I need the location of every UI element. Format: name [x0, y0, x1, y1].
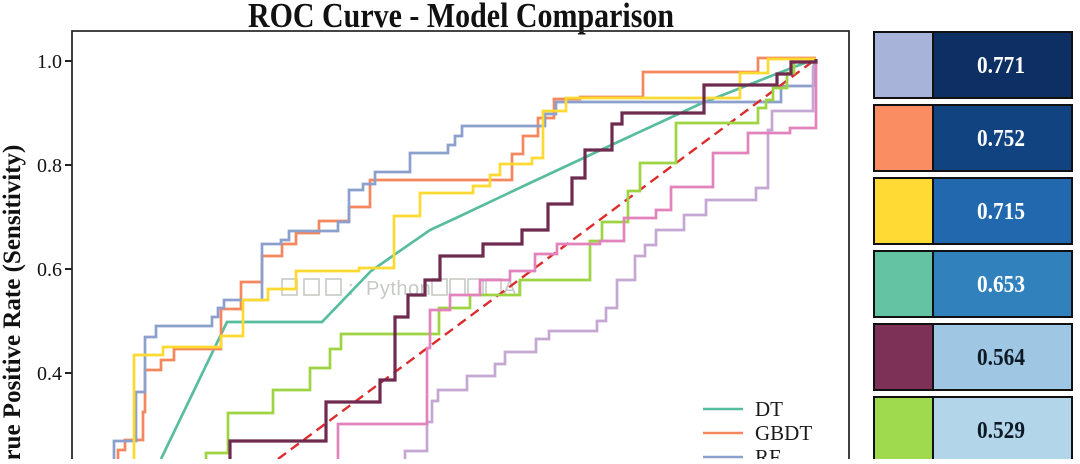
svg-text:1.0: 1.0: [37, 51, 62, 73]
svg-text:ROC Curve - Model Comparison: ROC Curve - Model Comparison: [248, 0, 674, 35]
svg-text:0.8: 0.8: [37, 155, 62, 177]
svg-text::: :: [348, 278, 354, 300]
svg-text:0.771: 0.771: [977, 53, 1025, 79]
svg-text:0.529: 0.529: [977, 418, 1025, 444]
svg-text:0.715: 0.715: [977, 199, 1025, 225]
svg-text:0.653: 0.653: [977, 272, 1025, 298]
svg-text:DT: DT: [755, 397, 783, 421]
svg-text:RF: RF: [755, 445, 781, 459]
svg-text:0.752: 0.752: [977, 126, 1025, 152]
svg-text:GBDT: GBDT: [755, 421, 812, 445]
svg-text:0.564: 0.564: [977, 345, 1025, 371]
svg-text:0.4: 0.4: [37, 363, 62, 385]
svg-text:Python: Python: [366, 278, 431, 300]
svg-text:0.6: 0.6: [37, 259, 62, 281]
svg-text:True Positive Rate (Sensitivit: True Positive Rate (Sensitivity): [0, 145, 26, 459]
